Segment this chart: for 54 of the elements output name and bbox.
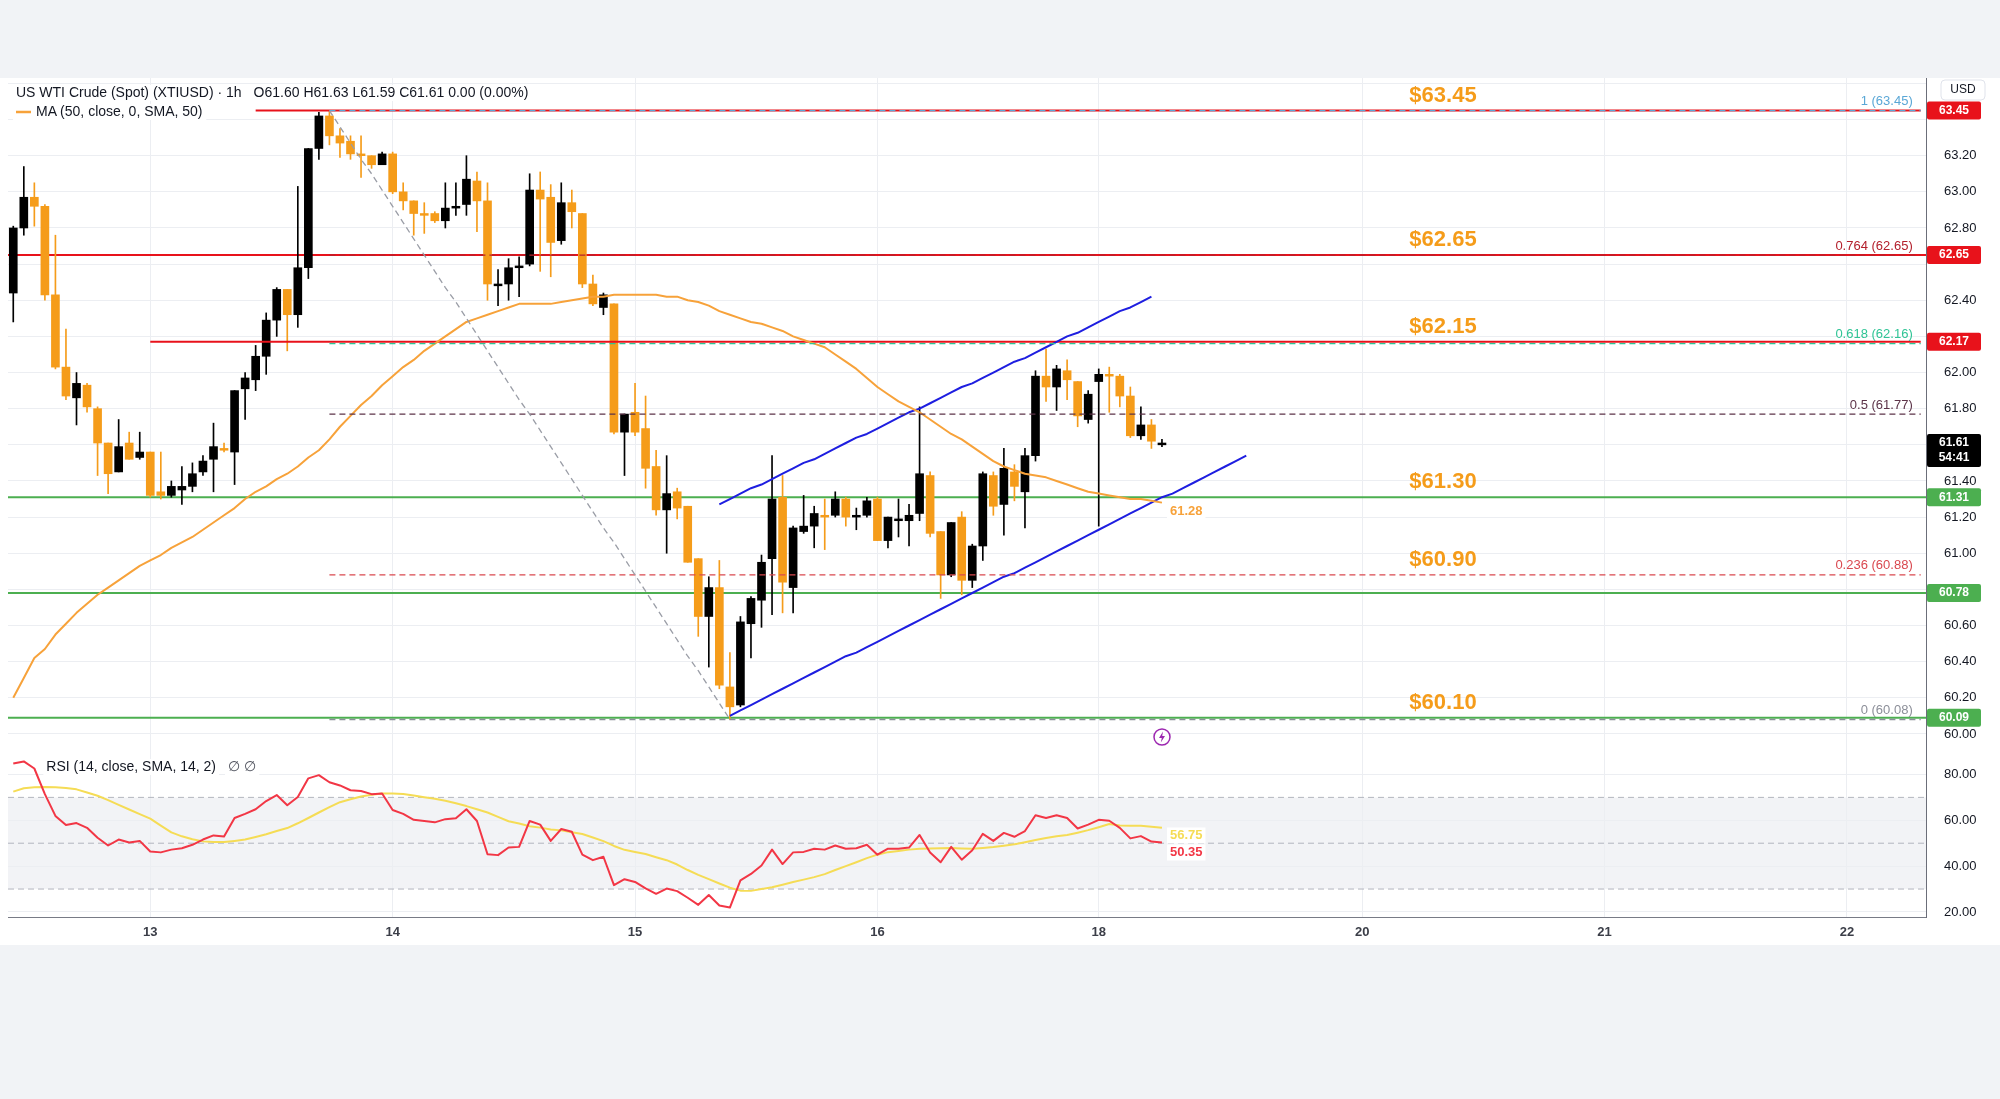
data-label: 0.5 (61.77) [1849,396,1913,412]
ref-line-label: 61.31 [1938,489,1970,504]
y-tick-label: 62.80 [1944,219,1977,235]
x-tick-label: 21 [1597,924,1612,940]
data-label: 1 (63.45) [1860,93,1913,109]
x-tick-label: 15 [627,924,643,940]
y-tick-label: 63.00 [1944,183,1977,199]
x-tick-label: 13 [143,924,158,940]
y-tick-label: 60.00 [1944,811,1977,827]
y-axis-title: USD [1950,82,1976,97]
annotation: $62.15 [1409,312,1477,338]
data-label: 50.35 [1169,844,1203,860]
y-tick-label: 62.40 [1944,291,1977,307]
y-tick-label: 61.00 [1944,544,1977,560]
data-label: 56.75 [1169,827,1203,843]
data-label: 63.45 [1938,102,1970,117]
y-tick-label: 61.80 [1944,400,1977,416]
data-label: 0 (60.08) [1860,702,1913,718]
y-tick-label: 40.00 [1944,857,1977,873]
y-tick-label: 60.60 [1944,617,1977,633]
x-tick-label: 14 [385,924,401,940]
ref-line-label: 60.78 [1938,585,1970,600]
text: 54:41 [1938,450,1970,465]
chart-title: RSI (14, close, SMA, 14, 2) [46,757,216,774]
data-label: 0.618 (62.16) [1835,326,1913,342]
ref-line-label: 60.09 [1938,709,1970,724]
annotation: $61.30 [1409,468,1477,494]
legend-label: MA (50, close, 0, SMA, 50) [36,102,203,119]
x-tick-label: 18 [1091,924,1106,940]
y-tick-label: 60.20 [1944,689,1977,705]
y-tick-label: 62.00 [1944,364,1977,380]
data-label: 61.28 [1169,503,1203,519]
annotation: ∅ ∅ [227,757,257,774]
text: US WTI Crude (Spot) (XTIUSD) · 1h [16,83,242,100]
annotation: $62.65 [1409,226,1477,252]
data-label: 0.236 (60.88) [1835,557,1913,573]
data-label: 62.17 [1938,334,1970,349]
text: O61.60 H61.63 L61.59 C61.61 0.00 (0.00%) [253,83,529,100]
y-tick-label: 61.40 [1944,472,1977,488]
y-tick-label: 60.00 [1944,725,1977,741]
data-label: 0.764 (62.65) [1835,237,1913,253]
text: 61.61 [1938,435,1970,450]
annotation: $60.10 [1409,688,1477,714]
y-tick-label: 80.00 [1944,766,1977,782]
annotation: $63.45 [1409,81,1477,107]
x-tick-label: 16 [870,924,885,940]
y-tick-label: 60.40 [1944,653,1977,669]
x-tick-label: 20 [1354,924,1370,940]
ref-line-label: 62.65 [1938,247,1970,262]
x-tick-label: 22 [1839,924,1855,940]
y-tick-label: 20.00 [1944,903,1977,919]
y-tick-label: 61.20 [1944,508,1977,524]
y-tick-label: 63.20 [1944,147,1977,163]
annotation: $60.90 [1409,545,1477,571]
